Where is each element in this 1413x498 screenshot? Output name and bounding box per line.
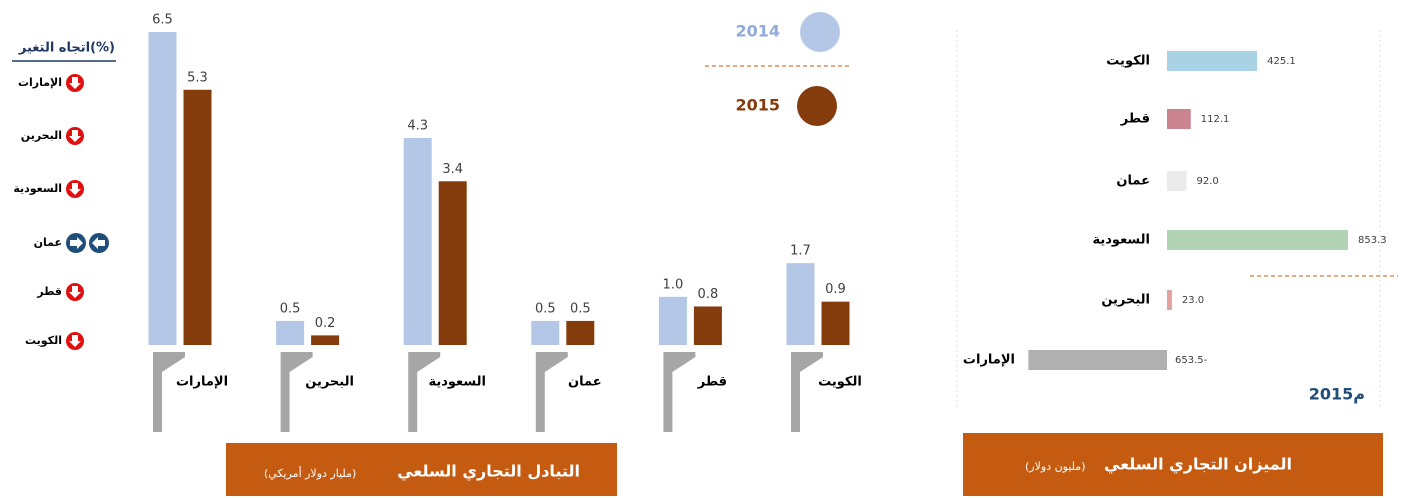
y-tick-label: الإمارات	[963, 353, 1015, 368]
bar	[1167, 51, 1258, 71]
legend-label: 2014	[735, 22, 780, 41]
bar	[1167, 109, 1191, 129]
y-tick-label: البحرين	[1101, 293, 1150, 308]
bar	[1167, 230, 1348, 250]
value-label: 0.9	[825, 282, 846, 297]
bar	[658, 296, 687, 345]
value-label: 0.5	[280, 301, 301, 316]
arrow-icon	[70, 237, 83, 249]
label-bracket	[153, 352, 185, 432]
title-box	[226, 443, 617, 496]
x-tick-label: الإمارات	[176, 375, 228, 390]
bar	[403, 137, 432, 345]
bar	[183, 89, 212, 346]
value-label: 6.5	[152, 13, 173, 28]
label-bracket	[535, 352, 568, 432]
value-label: 5.3	[187, 70, 208, 85]
bar	[311, 335, 340, 345]
arrow-icon	[69, 183, 81, 195]
bar	[821, 301, 850, 345]
bar	[438, 181, 467, 345]
y-tick-label: السعودية	[1093, 233, 1151, 248]
y-tick-label: الكويت	[1106, 54, 1150, 69]
x-tick-label: السعودية	[428, 375, 486, 390]
value-label: 1.7	[790, 244, 811, 259]
value-label: 1.0	[663, 277, 684, 292]
arrow-icon	[92, 237, 105, 249]
x-tick-label: قطر	[697, 375, 727, 390]
value-label: 4.3	[407, 118, 428, 133]
legend-swatch	[800, 12, 840, 52]
trend-label: عمان	[34, 236, 62, 249]
trend-label: الإمارات	[18, 76, 62, 89]
arrow-icon	[69, 130, 81, 142]
bar	[566, 320, 595, 345]
chart-subtitle: (مليار دولار أمريكي)	[264, 466, 356, 480]
value-label: 0.2	[315, 316, 336, 331]
legend-label: 2015	[735, 96, 780, 115]
value-label: 653.5-	[1175, 355, 1208, 366]
value-label: 3.4	[442, 162, 463, 177]
bar	[786, 263, 815, 345]
bar	[693, 306, 722, 345]
y-tick-label: قطر	[1120, 112, 1150, 127]
value-label: 425.1	[1267, 56, 1296, 67]
value-label: 112.1	[1201, 114, 1230, 125]
label-bracket	[663, 352, 696, 432]
title-box	[963, 433, 1383, 496]
bar	[148, 32, 177, 345]
trend-label: قطر	[36, 285, 62, 298]
x-tick-label: عمان	[568, 375, 602, 390]
value-label: 853.3	[1358, 235, 1387, 246]
value-label: 0.5	[570, 301, 591, 316]
arrow-icon	[69, 335, 81, 347]
x-tick-label: الكويت	[818, 375, 862, 390]
value-label: 92.0	[1197, 176, 1219, 187]
value-label: 0.5	[535, 301, 556, 316]
arrow-icon	[69, 77, 81, 89]
chart-subtitle: (مليون دولار)	[1025, 460, 1086, 473]
trend-title: اتجاه التغير(%)	[18, 41, 115, 56]
bar	[1167, 171, 1187, 191]
label-bracket	[408, 352, 441, 432]
chart-title: التبادل التجاري السلعي	[397, 462, 580, 482]
bar	[1167, 290, 1172, 310]
y-tick-label: عمان	[1116, 174, 1150, 189]
label-bracket	[280, 352, 313, 432]
chart-title: الميزان التجاري السلعي	[1104, 455, 1292, 475]
value-label: 0.8	[698, 287, 719, 302]
x-tick-label: البحرين	[305, 375, 354, 390]
year-label: 2015م	[1309, 385, 1365, 404]
trend-label: البحرين	[21, 129, 62, 142]
arrow-icon	[69, 286, 81, 298]
bar	[276, 320, 305, 345]
bar	[1028, 350, 1167, 370]
value-label: 23.0	[1182, 295, 1204, 306]
label-bracket	[791, 352, 823, 432]
bar	[531, 320, 560, 345]
trend-label: السعودية	[13, 182, 62, 195]
trend-label: الكويت	[25, 334, 62, 347]
legend-swatch	[797, 86, 837, 126]
